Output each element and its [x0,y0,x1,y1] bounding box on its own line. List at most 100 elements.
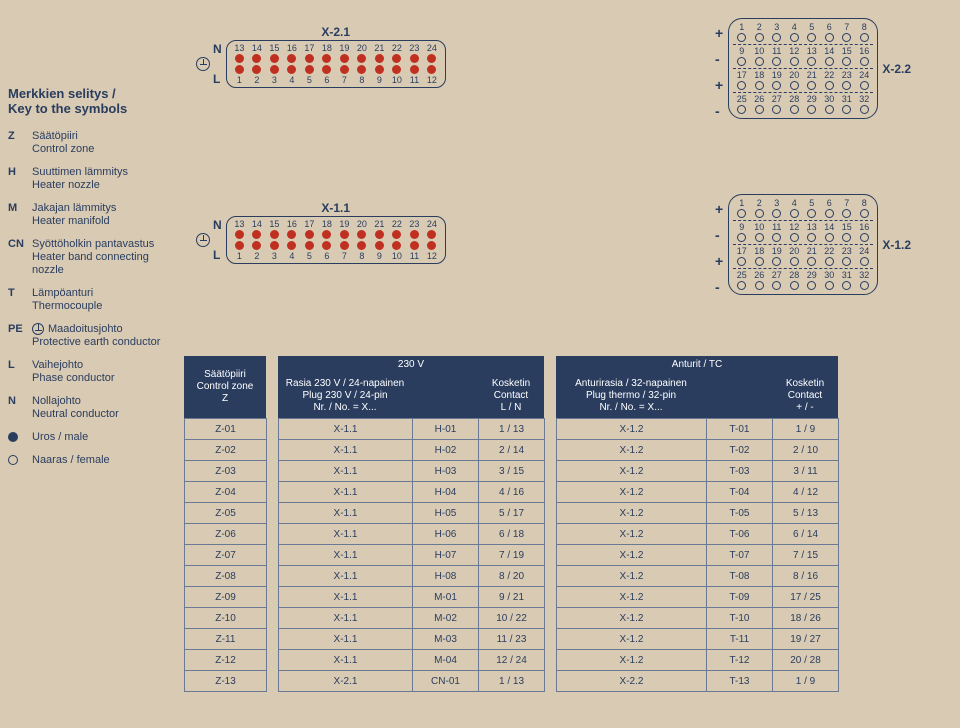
pin: 6 [318,240,336,261]
pe-icon [32,323,44,335]
pin: 8 [856,198,874,219]
pin: 18 [751,246,769,267]
wiring-table-body: Z-01X-1.1H-011 / 13X-1.2T-011 / 9Z-02X-1… [184,418,839,692]
connector-label-x21: X-2.1 [321,25,350,39]
legend-female-label: Naaras / female [32,454,110,467]
pin: 16 [856,46,874,67]
table-row: Z-06X-1.1H-066 / 18X-1.2T-066 / 14 [185,524,839,545]
pin: 20 [786,246,804,267]
table-row: Z-12X-1.1M-0412 / 24X-1.2T-1220 / 28 [185,650,839,671]
earth-icon [196,233,210,247]
pin: 5 [301,64,319,85]
legend-row: MJakajan lämmitysHeater manifold [8,202,180,228]
pin: 2 [248,240,266,261]
pin: 32 [856,270,874,291]
pin: 15 [266,43,284,64]
male-dot-icon [8,432,18,442]
pin: 12 [423,240,441,261]
pin: 30 [821,94,839,115]
legend-row: PEMaadoitusjohtoProtective earth conduct… [8,323,180,349]
pin: 4 [786,22,804,43]
hdr-230v: 230 V [278,356,544,374]
pin: 2 [751,22,769,43]
pin: 21 [371,219,389,240]
legend-row: HSuuttimen lämmitysHeater nozzle [8,166,180,192]
pin: 11 [768,222,786,243]
pin: 16 [283,219,301,240]
pin: 16 [283,43,301,64]
pin: 28 [786,94,804,115]
pin: 32 [856,94,874,115]
pin: 7 [838,198,856,219]
pin: 20 [353,219,371,240]
pin: 28 [786,270,804,291]
pin: 14 [248,43,266,64]
pin: 4 [283,240,301,261]
pin: 15 [838,222,856,243]
legend-female: Naaras / female [8,454,180,467]
table-row: Z-10X-1.1M-0210 / 22X-1.2T-1018 / 26 [185,608,839,629]
pin: 8 [353,240,371,261]
table-row: Z-01X-1.1H-011 / 13X-1.2T-011 / 9 [185,419,839,440]
connector-x12: X-1.2 +12345678-910111213141516+17181920… [728,194,878,295]
pin: 14 [248,219,266,240]
table-row: Z-13X-2.1CN-011 / 13X-2.2T-131 / 9 [185,671,839,692]
pin: 21 [371,43,389,64]
pin: 15 [266,219,284,240]
pin: 22 [388,43,406,64]
connector-label-x22: X-2.2 [882,62,911,76]
pin: 17 [301,43,319,64]
pin: 25 [733,94,751,115]
pin: 5 [803,22,821,43]
pin: 24 [856,70,874,91]
pin: 4 [786,198,804,219]
pin: 18 [318,219,336,240]
legend: Merkkien selitys /Key to the symbols ZSä… [8,86,180,477]
pin: 9 [733,222,751,243]
pin: 13 [803,46,821,67]
pin: 9 [371,64,389,85]
pin: 12 [786,46,804,67]
pin: 17 [733,70,751,91]
pin: 24 [856,246,874,267]
table-row: Z-08X-1.1H-088 / 20X-1.2T-088 / 16 [185,566,839,587]
pin: 19 [768,246,786,267]
pin: 20 [353,43,371,64]
pin: 13 [231,43,249,64]
pin: 23 [406,43,424,64]
table-row: Z-05X-1.1H-055 / 17X-1.2T-055 / 13 [185,503,839,524]
pin: 1 [733,22,751,43]
pin: 8 [353,64,371,85]
pin: 24 [423,219,441,240]
hdr-kosketin-ln: KosketinContactL / N [478,374,544,418]
pin: 3 [266,240,284,261]
pin: 2 [751,198,769,219]
table-row: Z-03X-1.1H-033 / 15X-1.2T-033 / 11 [185,461,839,482]
legend-row: CNSyöttöholkin pantavastusHeater band co… [8,238,180,277]
hdr-zone: SäätöpiiriControl zoneZ [184,356,266,418]
pin: 27 [768,270,786,291]
pin: 18 [751,70,769,91]
connector-x21: NL X-2.1 1314151617181920212223241234567… [196,40,446,88]
pin: 17 [733,246,751,267]
pin: 20 [786,70,804,91]
legend-row: NNollajohtoNeutral conductor [8,395,180,421]
pin: 11 [768,46,786,67]
pin: 18 [318,43,336,64]
pin: 5 [301,240,319,261]
pin: 8 [856,22,874,43]
pin: 23 [406,219,424,240]
pin: 3 [266,64,284,85]
pin: 27 [768,94,786,115]
pin: 31 [838,270,856,291]
table-row: Z-11X-1.1M-0311 / 23X-1.2T-1119 / 27 [185,629,839,650]
pin: 11 [406,64,424,85]
pin: 30 [821,270,839,291]
pin: 26 [751,270,769,291]
legend-row: ZSäätöpiiriControl zone [8,130,180,156]
pin: 14 [821,46,839,67]
pin: 4 [283,64,301,85]
pin: 9 [733,46,751,67]
pin: 10 [388,64,406,85]
pin: 14 [821,222,839,243]
